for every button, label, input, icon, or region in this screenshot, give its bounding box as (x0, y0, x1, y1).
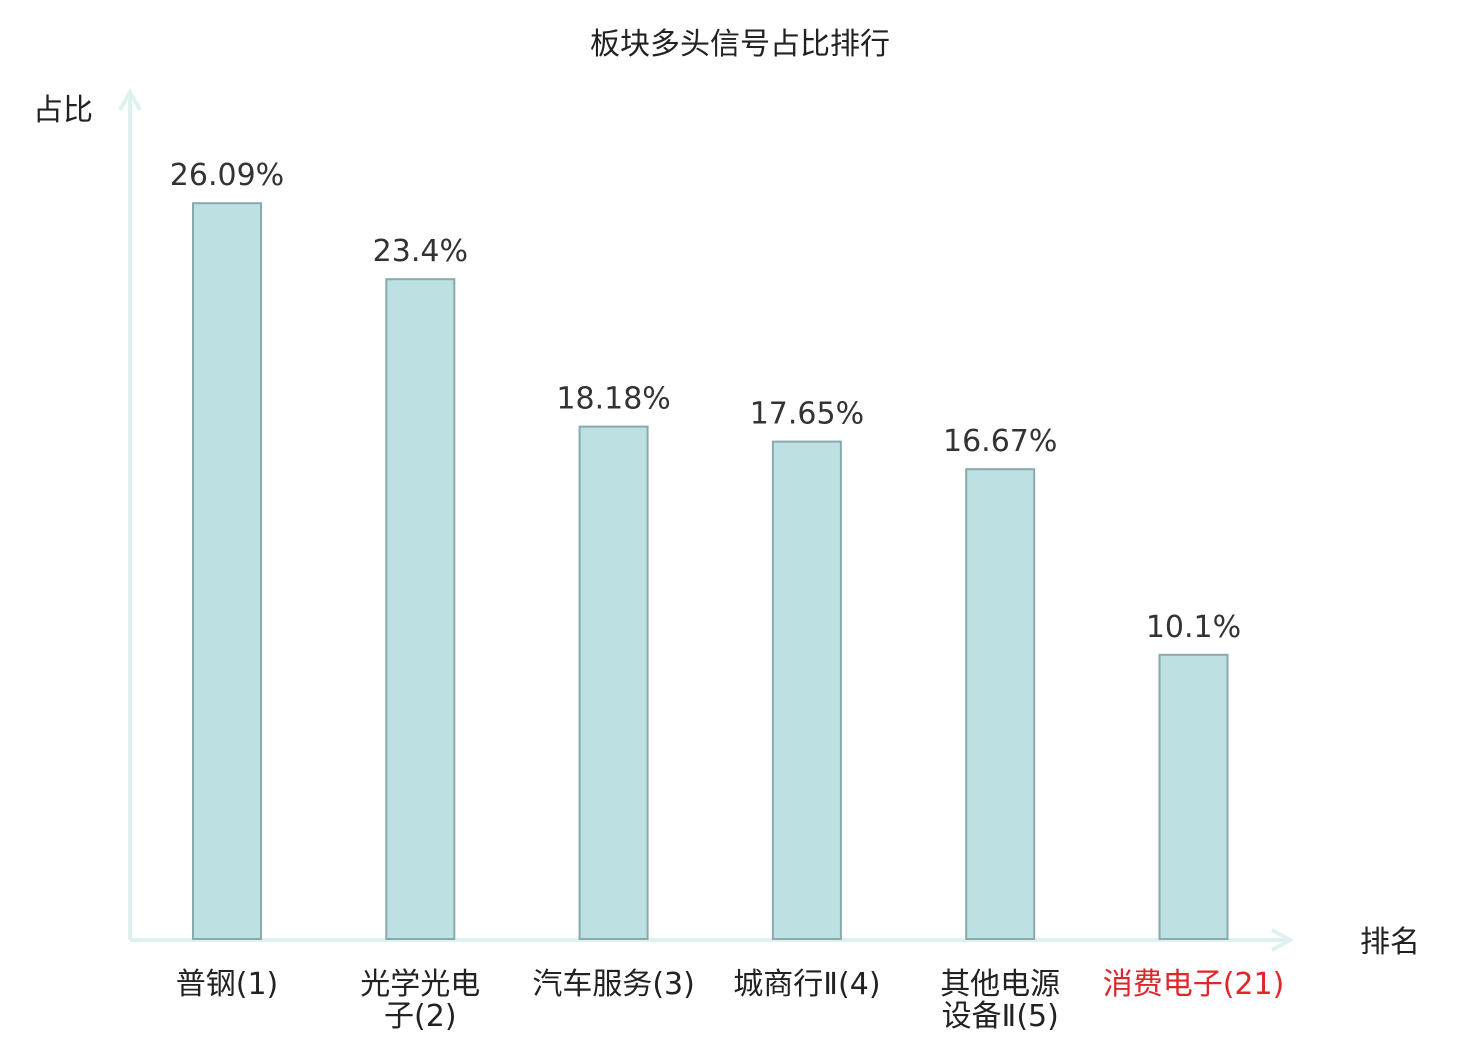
value-label-5: 16.67% (943, 424, 1057, 459)
category-label-5-line-1: 其他电源 (940, 967, 1060, 1002)
value-label-1: 26.09% (170, 158, 284, 193)
bars-group (192, 202, 1229, 941)
category-label-1: 普钢(1) (176, 967, 279, 1002)
value-label-2: 23.4% (373, 234, 468, 269)
value-label-3: 18.18% (556, 382, 670, 417)
bar-2 (385, 278, 456, 940)
category-label-3: 汽车服务(3) (532, 967, 695, 1002)
category-label-4: 城商行Ⅱ(4) (733, 967, 880, 1002)
bar-5 (965, 468, 1036, 940)
bar-4 (771, 440, 842, 940)
bar-6 (1158, 653, 1229, 940)
category-label-2-line-2: 子(2) (384, 999, 457, 1034)
bar-1 (192, 202, 262, 940)
x-axis-label: 排名 (1360, 925, 1420, 960)
category-label-5-line-2: 设备Ⅱ(5) (942, 999, 1059, 1034)
y-axis-label: 占比 (33, 93, 93, 128)
bar-3 (578, 425, 649, 941)
chart-title: 板块多头信号占比排行 (590, 27, 890, 62)
category-label-2-line-1: 光学光电 (360, 967, 480, 1002)
category-label-6: 消费电子(21) (1103, 967, 1285, 1002)
value-label-4: 17.65% (750, 397, 864, 432)
value-labels-group: 26.09% 23.4% 18.18% 17.65% 16.67% 10.1% (170, 158, 1241, 645)
value-label-6: 10.1% (1146, 610, 1241, 645)
